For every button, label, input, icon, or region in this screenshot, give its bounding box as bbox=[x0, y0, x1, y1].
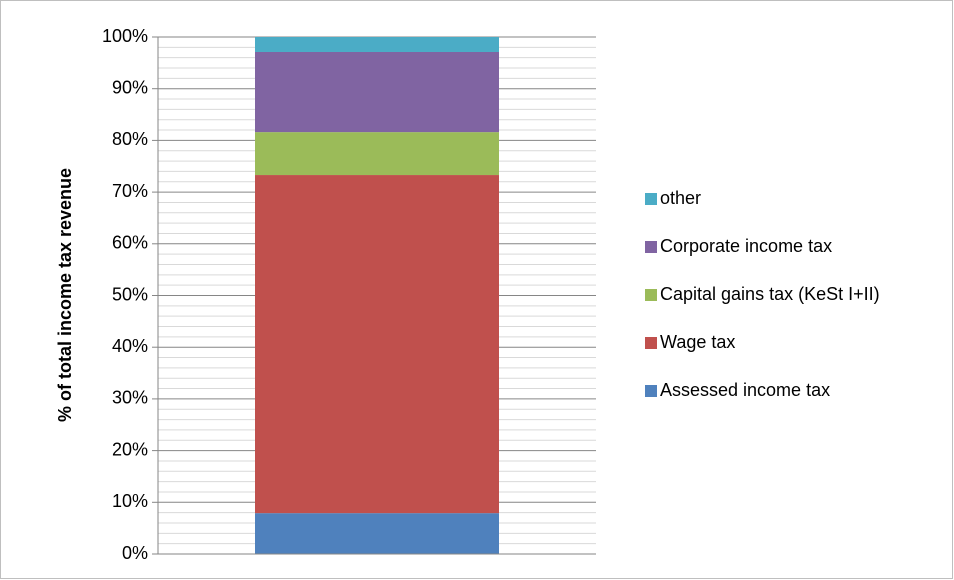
legend-label: Corporate income tax bbox=[660, 236, 832, 256]
bar-segment bbox=[255, 132, 499, 176]
legend-label: Assessed income tax bbox=[660, 380, 830, 400]
y-tick-label: 90% bbox=[112, 77, 148, 97]
bar-segment bbox=[255, 513, 499, 554]
y-tick-label: 80% bbox=[112, 129, 148, 149]
y-tick-label: 70% bbox=[112, 181, 148, 201]
legend-label: Wage tax bbox=[660, 332, 735, 352]
legend-label: Capital gains tax (KeSt I+II) bbox=[660, 284, 880, 304]
y-tick-label: 40% bbox=[112, 336, 148, 356]
legend-label: other bbox=[660, 188, 701, 208]
y-tick-label: 20% bbox=[112, 439, 148, 459]
y-axis-label: % of total income tax revenue bbox=[55, 168, 75, 422]
legend-swatch bbox=[645, 337, 657, 349]
legend-swatch bbox=[645, 385, 657, 397]
y-tick-label: 0% bbox=[122, 543, 148, 563]
y-tick-label: 10% bbox=[112, 491, 148, 511]
y-tick-label: 50% bbox=[112, 284, 148, 304]
bar-segment bbox=[255, 51, 499, 133]
legend-swatch bbox=[645, 289, 657, 301]
y-tick-label: 100% bbox=[102, 26, 148, 46]
bar-segment bbox=[255, 175, 499, 514]
y-tick-label: 60% bbox=[112, 233, 148, 253]
legend-swatch bbox=[645, 193, 657, 205]
legend-swatch bbox=[645, 241, 657, 253]
y-tick-label: 30% bbox=[112, 388, 148, 408]
bar-segment bbox=[255, 37, 499, 52]
